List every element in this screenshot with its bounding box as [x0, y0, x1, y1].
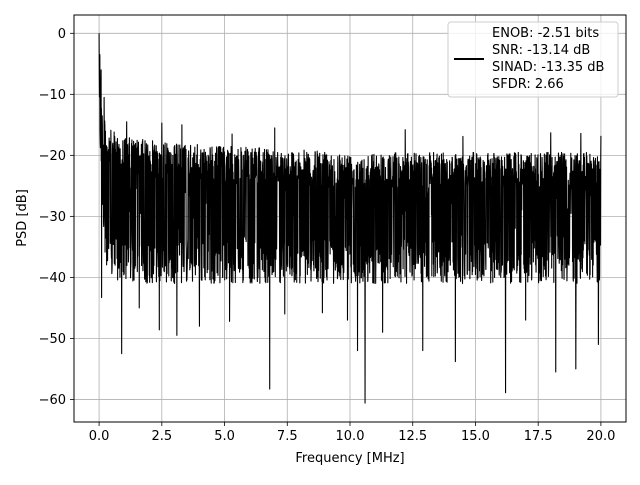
y-tick-label: 0: [58, 27, 66, 42]
x-tick-label: 15.0: [461, 429, 490, 444]
legend-entry-snr: SNR: -13.14 dB: [492, 43, 590, 58]
x-tick-label: 0.0: [89, 429, 110, 444]
legend-entry-sfdr: SFDR: 2.66: [492, 77, 564, 92]
legend-box: [447, 21, 619, 98]
x-tick-label: 5.0: [214, 429, 235, 444]
x-tick-label: 17.5: [524, 429, 553, 444]
y-tick-label: −10: [39, 88, 66, 103]
legend: ENOB: -2.51 bits SNR: -13.14 dB SINAD: -…: [447, 21, 619, 98]
x-axis-label: Frequency [MHz]: [295, 451, 404, 466]
x-tick-label: 7.5: [277, 429, 298, 444]
y-tick-label: −40: [39, 271, 66, 286]
tick-layer: 0.0 2.5 5.0 7.5 10.0 12.5 15.0 17.5 20.0 0 −10 −20 −…: [39, 27, 616, 444]
x-tick-label: 20.0: [586, 429, 615, 444]
x-tick-label: 10.0: [336, 429, 365, 444]
y-tick-label: −60: [39, 393, 66, 408]
psd-series-line: [98, 33, 602, 404]
y-tick-label: −20: [39, 149, 66, 164]
y-axis-label: PSD [dB]: [15, 189, 30, 247]
y-tick-label: −50: [39, 332, 66, 347]
legend-entry-sinad: SINAD: -13.35 dB: [492, 60, 604, 75]
x-tick-label: 2.5: [151, 429, 172, 444]
x-tick-label: 12.5: [398, 429, 427, 444]
legend-entry-enob: ENOB: -2.51 bits: [492, 26, 599, 41]
series-layer: [98, 33, 602, 404]
y-tick-label: −30: [39, 210, 66, 225]
